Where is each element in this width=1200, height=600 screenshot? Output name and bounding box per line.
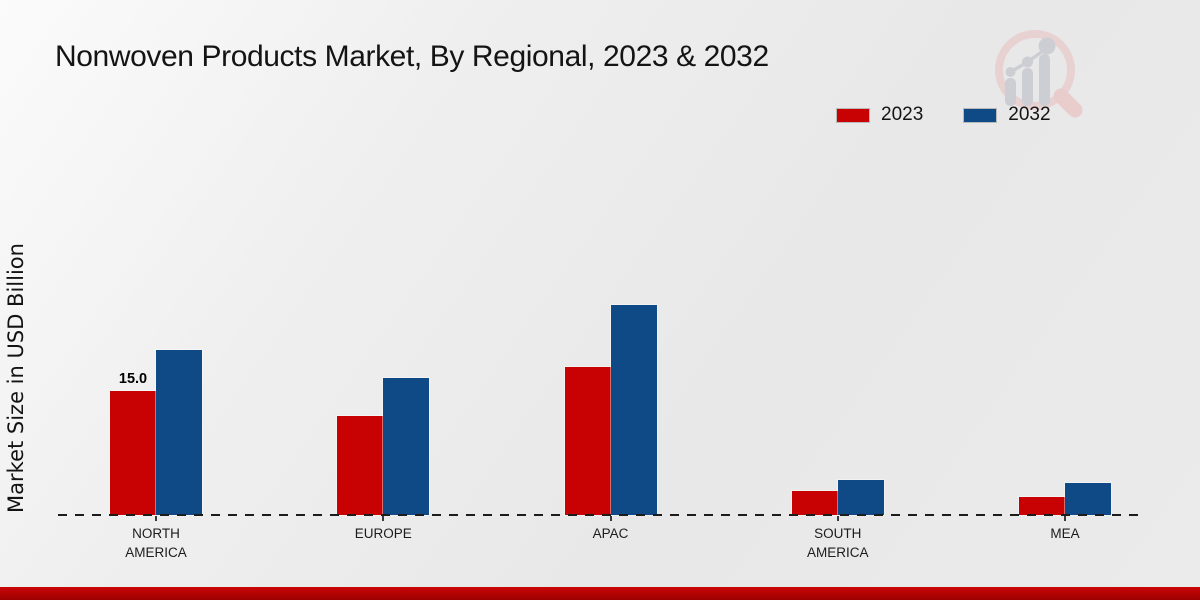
legend-swatch-2023	[836, 107, 870, 123]
x-axis-tick	[382, 516, 385, 521]
x-axis-tick	[155, 516, 157, 521]
x-axis-category-label: MEA	[1050, 526, 1080, 541]
legend: 2023 2032	[836, 104, 1051, 126]
x-axis-category-label: SOUTH AMERICA	[806, 526, 869, 560]
legend-label-2023: 2023	[881, 104, 924, 125]
x-axis-category-label: NORTH AMERICA	[125, 526, 187, 560]
bar-2023-north-america	[110, 391, 156, 515]
footer-accent-bar	[0, 587, 1200, 600]
bar-2032-north-america	[156, 349, 202, 515]
x-axis-tick	[609, 516, 612, 521]
magnifier-growth-chart-logo-icon	[995, 30, 1083, 118]
x-axis-category-label: APAC	[592, 526, 629, 541]
legend-label-2032: 2032	[1008, 104, 1051, 125]
bar-2032-mea	[1065, 482, 1111, 515]
legend-swatch-2032	[963, 107, 998, 123]
legend-item-2032: 2032	[963, 104, 1051, 126]
bar-2032-europe	[383, 377, 430, 515]
bar-2023-europe	[337, 415, 384, 515]
legend-item-2023: 2023	[836, 104, 923, 126]
bar-value-label: 15.0	[118, 371, 148, 387]
x-axis-tick	[836, 516, 839, 521]
chart-title: Nonwoven Products Market, By Regional, 2…	[55, 40, 769, 73]
bar-2023-south-america	[791, 491, 838, 515]
bar-2032-apac	[610, 305, 657, 515]
x-axis-tick	[1064, 516, 1066, 521]
x-axis-dashed-baseline	[58, 514, 1140, 516]
bar-2023-mea	[1019, 496, 1065, 515]
bar-2023-apac	[564, 367, 611, 515]
y-axis-label: Market Size in USD Billion	[4, 243, 28, 513]
bar-2032-south-america	[837, 479, 884, 515]
x-axis-category-label: EUROPE	[354, 526, 412, 541]
